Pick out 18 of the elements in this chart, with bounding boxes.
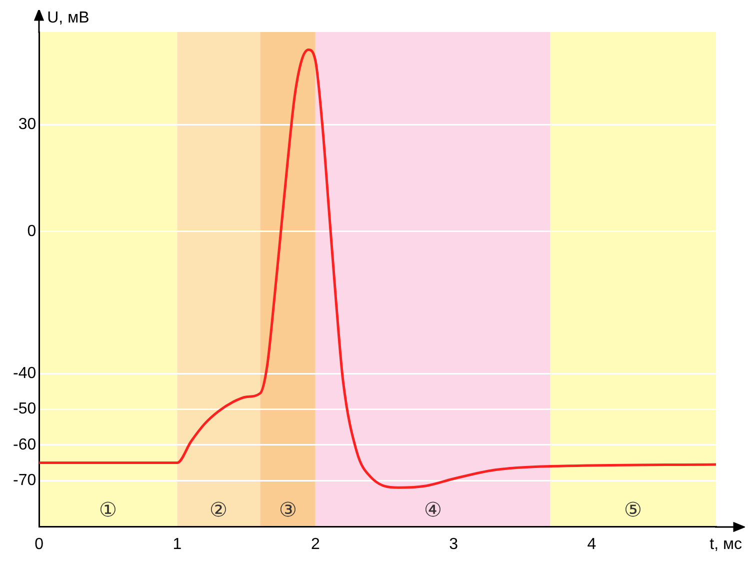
x-tick-label: 2: [310, 536, 320, 553]
band-label: ④: [424, 499, 442, 522]
band-label: ①: [99, 499, 118, 522]
band-label: ⑤: [624, 499, 642, 522]
y-tick-label: 30: [18, 116, 36, 133]
x-tick-label: 4: [587, 536, 596, 553]
band-label: ③: [278, 499, 297, 522]
x-axis-title: t, мс: [710, 536, 742, 554]
y-tick-label: -40: [13, 365, 36, 382]
x-tick-label: 3: [449, 536, 458, 553]
y-tick-label: -50: [13, 400, 36, 418]
line-series: [39, 48, 716, 489]
band-label: ②: [210, 499, 228, 522]
y-tick-label: -70: [13, 472, 36, 489]
y-axis-title: U, мВ: [47, 9, 90, 26]
x-tick-label: 1: [172, 536, 182, 553]
y-tick-label: -60: [13, 436, 36, 454]
y-tick-label: 0: [27, 222, 36, 240]
